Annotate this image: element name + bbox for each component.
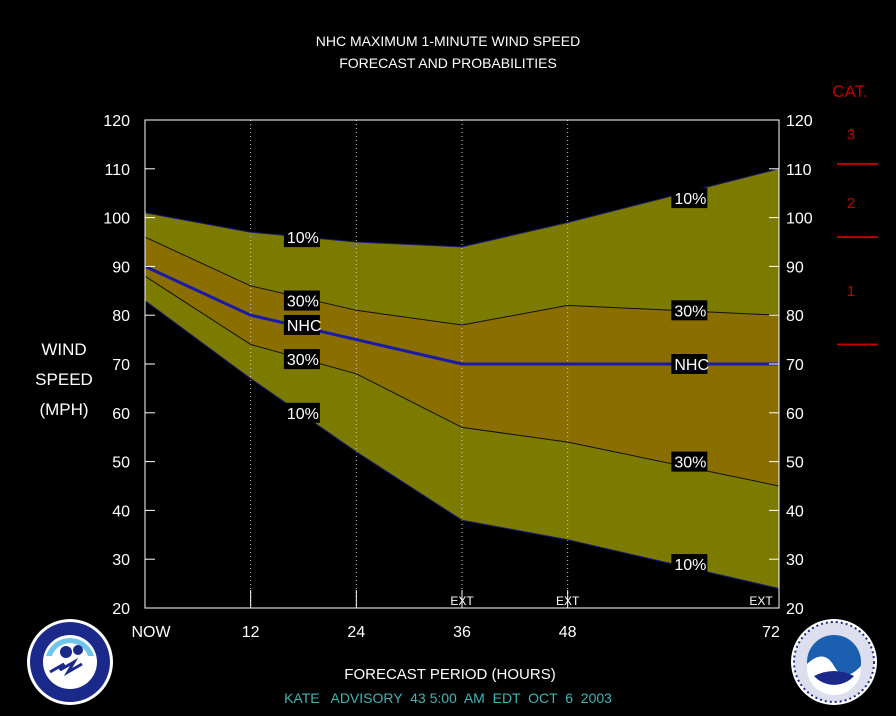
y-tick-label: 80 [786,308,804,325]
series-label: 10% [283,402,320,423]
series-label-text: 30% [287,352,319,369]
chart-title-line2: FORECAST AND PROBABILITIES [339,55,557,71]
y-tick-label: 70 [112,357,130,374]
y-tick-label: 30 [786,552,804,569]
y-tick-label: 70 [786,357,804,374]
series-label-text: 10% [674,191,706,208]
y-tick-label: 80 [112,308,130,325]
y-tick-label: 20 [786,601,804,618]
series-label-text: NHC [674,357,709,374]
series-label-bg [283,227,320,248]
category-label: 3 [847,127,855,144]
series-label: 10% [283,227,320,248]
x-tick-label: 36 [453,624,471,641]
series-label-text: NHC [287,318,322,335]
y-axis-left: 20 30 40 50 60 70 80 90 100 110 120 [103,113,155,618]
y-tick-label: 90 [112,259,130,276]
series-label-bg [671,451,708,472]
series-label: 30% [283,349,320,370]
advisory-footer: KATE ADVISORY 43 5:00 AM EDT OCT 6 2003 [284,690,612,706]
probability-bands [145,168,779,589]
y-tick-label: 100 [103,211,130,228]
category-title: CAT. [832,82,868,101]
series-label-bg [671,354,708,374]
category-label: 2 [847,195,855,212]
x-tick-label: 72 [762,624,780,641]
y-axis-right: 20 30 40 50 60 70 80 90 100 110 120 [769,113,813,618]
y-tick-label: 120 [786,113,813,130]
y-tick-label: 40 [112,503,130,520]
y-tick-label: 20 [112,601,130,618]
nhc-forecast-line [144,265,779,366]
series-label: 10% [671,188,708,209]
series-label-bg [671,300,708,321]
series-label: 30% [283,290,320,311]
probability-line [144,275,780,487]
series-label-text: 30% [287,294,319,311]
series-label-bg [671,554,708,575]
y-tick-label: 110 [786,162,812,179]
x-axis-label: FORECAST PERIOD (HOURS) [344,666,555,683]
series-label-text: 10% [287,230,319,247]
probability-lines [144,168,780,589]
series-label-bg [283,290,320,311]
probability-line [144,300,780,589]
series-label: 30% [671,300,708,321]
y-tick-label: 90 [786,259,804,276]
x-tick-label: 12 [242,624,260,641]
series-label: 30% [671,451,708,472]
x-tick-label: NOW [131,624,171,641]
category-label: 1 [847,283,855,300]
series-label: 10% [671,554,708,575]
x-axis: NOW 12 24 36 48 72 [131,590,780,641]
y-tick-label: 100 [786,211,813,228]
y-tick-label: 110 [104,162,130,179]
series-label-bg [283,314,320,335]
series-label-bg [283,349,320,370]
y-axis-label-line3: (MPH) [39,400,88,419]
series-label-bg [671,188,708,209]
ext-markers: EXT EXT EXT [450,594,773,608]
y-tick-label: 40 [786,503,804,520]
y-tick-label: 60 [112,406,130,423]
category-scale: CAT. 3 2 1 [832,82,878,346]
series-label: NHC [671,354,709,374]
series-label-text: 30% [674,303,706,320]
y-tick-label: 50 [112,455,130,472]
y-tick-label: 30 [112,552,130,569]
x-tick-label: 24 [347,624,365,641]
series-label-text: 10% [287,406,319,423]
ext-label: EXT [749,594,773,608]
series-labels: 10% 30% NHC 30% 10% 10% 30% NHC 30% 10% [283,188,709,575]
y-tick-label: 50 [786,455,804,472]
series-label-bg [283,402,320,423]
series-label-text: 10% [674,557,706,574]
y-tick-label: 60 [786,406,804,423]
y-axis-label-line2: SPEED [35,370,93,389]
y-tick-label: 120 [103,113,130,130]
probability-line [144,236,780,326]
nws-logo [27,619,113,705]
noaa-logo [791,619,877,705]
chart-title-line1: NHC MAXIMUM 1-MINUTE WIND SPEED [316,33,580,49]
series-label-text: 30% [674,455,706,472]
series-label: NHC [283,314,322,335]
x-tick-label: 48 [559,624,577,641]
probability-line [144,168,780,248]
y-axis-label-line1: WIND [41,340,86,359]
